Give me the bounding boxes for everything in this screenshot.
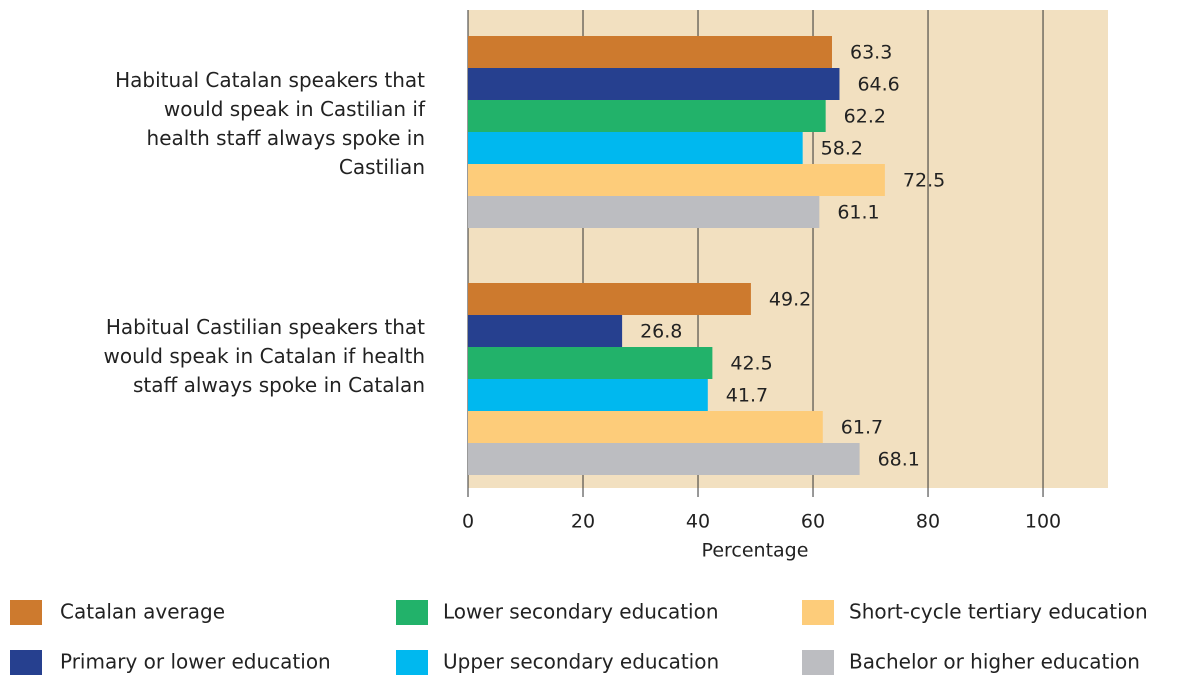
legend-label: Short-cycle tertiary education	[849, 600, 1148, 624]
category-label: Habitual Catalan speakers that would spe…	[115, 68, 425, 179]
legend-label: Lower secondary education	[443, 600, 719, 624]
value-label: 64.6	[857, 74, 899, 96]
value-label: 58.2	[821, 138, 863, 160]
legend-swatch	[396, 600, 428, 625]
x-tick-label: 100	[1025, 511, 1061, 533]
x-tick-label: 0	[462, 511, 474, 533]
x-tick-label: 60	[801, 511, 825, 533]
x-axis-label: Percentage	[702, 540, 809, 562]
value-label: 63.3	[850, 42, 892, 64]
bar	[468, 315, 623, 347]
x-tick-label: 20	[571, 511, 595, 533]
bar	[468, 283, 751, 315]
value-label: 61.7	[841, 417, 883, 439]
legend-label: Bachelor or higher education	[849, 650, 1140, 674]
bar	[468, 411, 823, 443]
legend-swatch	[10, 650, 42, 675]
value-label: 49.2	[769, 289, 811, 311]
bar	[468, 164, 885, 196]
value-label: 61.1	[837, 202, 879, 224]
value-label: 72.5	[903, 170, 945, 192]
bar	[468, 196, 820, 228]
bar	[468, 443, 860, 475]
bar	[468, 347, 713, 379]
legend-swatch	[396, 650, 428, 675]
legend-swatch	[802, 650, 834, 675]
bar	[468, 132, 803, 164]
bar	[468, 36, 832, 68]
legend-label: Primary or lower education	[60, 650, 331, 674]
bar	[468, 379, 708, 411]
legend-swatch	[10, 600, 42, 625]
legend-label: Catalan average	[60, 600, 225, 624]
value-label: 62.2	[844, 106, 886, 128]
x-tick-label: 80	[916, 511, 940, 533]
bar	[468, 100, 826, 132]
value-label: 26.8	[640, 321, 682, 343]
x-tick-label: 40	[686, 511, 710, 533]
value-label: 42.5	[730, 353, 772, 375]
legend-swatch	[802, 600, 834, 625]
value-label: 68.1	[878, 449, 920, 471]
category-label: Habitual Castilian speakers that would s…	[103, 315, 425, 397]
legend-label: Upper secondary education	[443, 650, 719, 674]
value-label: 41.7	[726, 385, 768, 407]
bar	[468, 68, 840, 100]
